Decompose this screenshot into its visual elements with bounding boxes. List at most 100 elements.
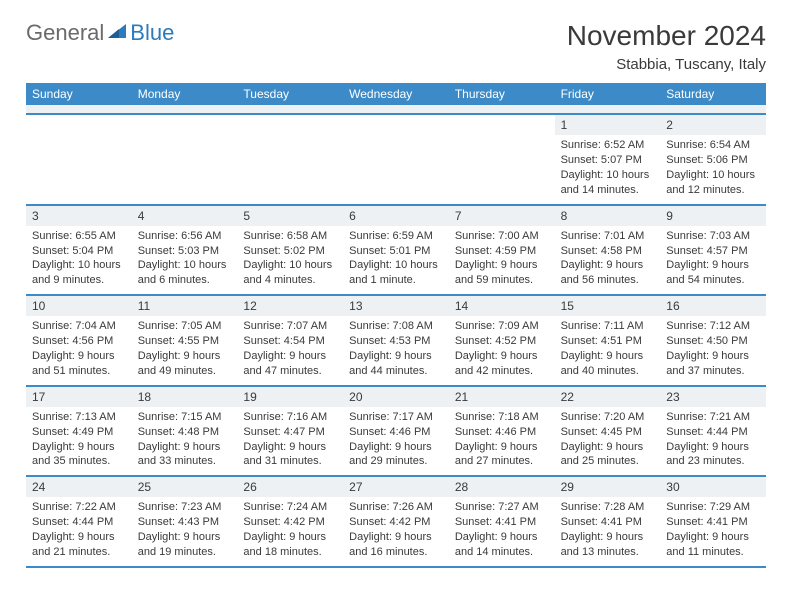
header-spacer [26, 105, 766, 115]
sunset-line: Sunset: 5:06 PM [666, 153, 760, 168]
day-number: 25 [132, 477, 238, 497]
sunset-line: Sunset: 4:41 PM [666, 515, 760, 530]
day-number: 2 [660, 115, 766, 135]
daylight-line: Daylight: 9 hours and 59 minutes. [455, 258, 549, 288]
sunset-line: Sunset: 4:47 PM [243, 425, 337, 440]
logo-word-blue: Blue [130, 20, 174, 46]
daylight-line: Daylight: 9 hours and 13 minutes. [561, 530, 655, 560]
daylight-line: Daylight: 9 hours and 49 minutes. [138, 349, 232, 379]
daylight-line: Daylight: 9 hours and 37 minutes. [666, 349, 760, 379]
daylight-line: Daylight: 9 hours and 23 minutes. [666, 440, 760, 470]
day-number: 29 [555, 477, 661, 497]
sunrise-line: Sunrise: 6:58 AM [243, 229, 337, 244]
daylight-line: Daylight: 9 hours and 54 minutes. [666, 258, 760, 288]
calendar-week: .....1Sunrise: 6:52 AMSunset: 5:07 PMDay… [26, 115, 766, 206]
calendar-cell: 20Sunrise: 7:17 AMSunset: 4:46 PMDayligh… [343, 387, 449, 476]
calendar-cell: 9Sunrise: 7:03 AMSunset: 4:57 PMDaylight… [660, 206, 766, 295]
calendar-cell: 24Sunrise: 7:22 AMSunset: 4:44 PMDayligh… [26, 477, 132, 566]
day-number: 1 [555, 115, 661, 135]
sunset-line: Sunset: 5:02 PM [243, 244, 337, 259]
sunrise-line: Sunrise: 6:54 AM [666, 138, 760, 153]
daylight-line: Daylight: 9 hours and 40 minutes. [561, 349, 655, 379]
day-number: 3 [26, 206, 132, 226]
day-number: 7 [449, 206, 555, 226]
calendar-cell: . [343, 115, 449, 204]
weekday-header: Saturday [660, 83, 766, 105]
day-number: 15 [555, 296, 661, 316]
sunrise-line: Sunrise: 7:26 AM [349, 500, 443, 515]
sunset-line: Sunset: 4:56 PM [32, 334, 126, 349]
sunrise-line: Sunrise: 6:56 AM [138, 229, 232, 244]
daylight-line: Daylight: 9 hours and 33 minutes. [138, 440, 232, 470]
weekday-header: Thursday [449, 83, 555, 105]
day-number: 20 [343, 387, 449, 407]
calendar-cell: 8Sunrise: 7:01 AMSunset: 4:58 PMDaylight… [555, 206, 661, 295]
page-header: General Blue November 2024 Stabbia, Tusc… [26, 20, 766, 73]
calendar-cell: 21Sunrise: 7:18 AMSunset: 4:46 PMDayligh… [449, 387, 555, 476]
sunset-line: Sunset: 5:04 PM [32, 244, 126, 259]
calendar-cell: 7Sunrise: 7:00 AMSunset: 4:59 PMDaylight… [449, 206, 555, 295]
calendar-cell: . [449, 115, 555, 204]
sunrise-line: Sunrise: 6:52 AM [561, 138, 655, 153]
day-number: 13 [343, 296, 449, 316]
sunset-line: Sunset: 4:41 PM [561, 515, 655, 530]
sunset-line: Sunset: 4:54 PM [243, 334, 337, 349]
sunset-line: Sunset: 4:57 PM [666, 244, 760, 259]
sunrise-line: Sunrise: 7:12 AM [666, 319, 760, 334]
sunrise-line: Sunrise: 7:15 AM [138, 410, 232, 425]
day-number: 30 [660, 477, 766, 497]
calendar-cell: 16Sunrise: 7:12 AMSunset: 4:50 PMDayligh… [660, 296, 766, 385]
calendar: Sunday Monday Tuesday Wednesday Thursday… [26, 83, 766, 568]
day-number: 10 [26, 296, 132, 316]
calendar-week: 3Sunrise: 6:55 AMSunset: 5:04 PMDaylight… [26, 206, 766, 297]
title-block: November 2024 Stabbia, Tuscany, Italy [567, 20, 766, 73]
weekday-header: Sunday [26, 83, 132, 105]
sunrise-line: Sunrise: 7:05 AM [138, 319, 232, 334]
calendar-cell: 6Sunrise: 6:59 AMSunset: 5:01 PMDaylight… [343, 206, 449, 295]
calendar-cell: 13Sunrise: 7:08 AMSunset: 4:53 PMDayligh… [343, 296, 449, 385]
day-number: 9 [660, 206, 766, 226]
day-number: 12 [237, 296, 343, 316]
day-number: 26 [237, 477, 343, 497]
calendar-cell: 2Sunrise: 6:54 AMSunset: 5:06 PMDaylight… [660, 115, 766, 204]
sunrise-line: Sunrise: 7:27 AM [455, 500, 549, 515]
sunrise-line: Sunrise: 7:21 AM [666, 410, 760, 425]
day-number: 18 [132, 387, 238, 407]
sunset-line: Sunset: 4:53 PM [349, 334, 443, 349]
daylight-line: Daylight: 10 hours and 4 minutes. [243, 258, 337, 288]
daylight-line: Daylight: 10 hours and 1 minute. [349, 258, 443, 288]
calendar-cell: 10Sunrise: 7:04 AMSunset: 4:56 PMDayligh… [26, 296, 132, 385]
day-number: 16 [660, 296, 766, 316]
day-number: 22 [555, 387, 661, 407]
calendar-cell: 1Sunrise: 6:52 AMSunset: 5:07 PMDaylight… [555, 115, 661, 204]
month-title: November 2024 [567, 20, 766, 52]
day-number: 28 [449, 477, 555, 497]
sunset-line: Sunset: 4:42 PM [243, 515, 337, 530]
sunrise-line: Sunrise: 7:11 AM [561, 319, 655, 334]
logo-word-general: General [26, 20, 104, 46]
sunrise-line: Sunrise: 7:20 AM [561, 410, 655, 425]
sunrise-line: Sunrise: 7:18 AM [455, 410, 549, 425]
sunrise-line: Sunrise: 7:00 AM [455, 229, 549, 244]
location-subtitle: Stabbia, Tuscany, Italy [567, 56, 766, 73]
sunset-line: Sunset: 4:46 PM [349, 425, 443, 440]
calendar-cell: 3Sunrise: 6:55 AMSunset: 5:04 PMDaylight… [26, 206, 132, 295]
weekday-header: Friday [555, 83, 661, 105]
calendar-cell: 25Sunrise: 7:23 AMSunset: 4:43 PMDayligh… [132, 477, 238, 566]
daylight-line: Daylight: 10 hours and 9 minutes. [32, 258, 126, 288]
calendar-cell: 27Sunrise: 7:26 AMSunset: 4:42 PMDayligh… [343, 477, 449, 566]
weekday-header: Wednesday [343, 83, 449, 105]
calendar-cell: . [237, 115, 343, 204]
sunset-line: Sunset: 4:44 PM [666, 425, 760, 440]
sunset-line: Sunset: 4:58 PM [561, 244, 655, 259]
calendar-cell: 4Sunrise: 6:56 AMSunset: 5:03 PMDaylight… [132, 206, 238, 295]
sunset-line: Sunset: 4:44 PM [32, 515, 126, 530]
calendar-cell: 18Sunrise: 7:15 AMSunset: 4:48 PMDayligh… [132, 387, 238, 476]
logo-triangle-icon [108, 20, 128, 46]
calendar-cell: 23Sunrise: 7:21 AMSunset: 4:44 PMDayligh… [660, 387, 766, 476]
sunrise-line: Sunrise: 7:28 AM [561, 500, 655, 515]
weeks-container: .....1Sunrise: 6:52 AMSunset: 5:07 PMDay… [26, 115, 766, 568]
sunset-line: Sunset: 5:01 PM [349, 244, 443, 259]
sunset-line: Sunset: 4:41 PM [455, 515, 549, 530]
sunset-line: Sunset: 5:03 PM [138, 244, 232, 259]
